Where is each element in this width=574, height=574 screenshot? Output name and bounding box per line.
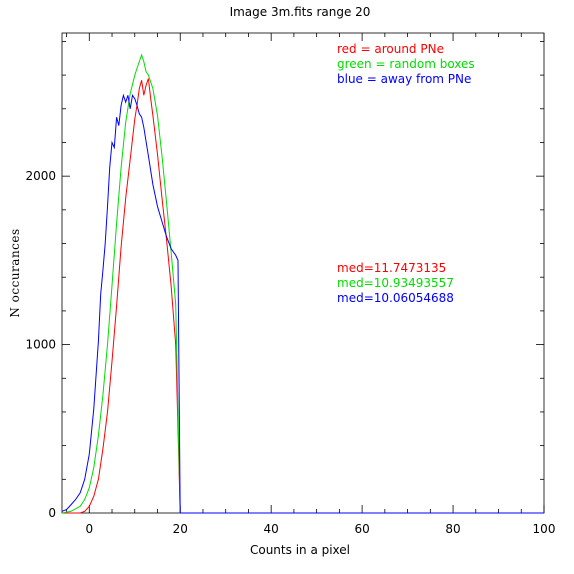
y-axis-label: N occurances [8,228,22,317]
plot-frame [61,32,545,514]
series-line-1 [62,78,544,514]
y-tick-label: 2000 [25,169,56,183]
median-annotation: med=11.7473135 [337,261,446,275]
series-line-3 [61,93,544,514]
x-tick-label: 60 [354,522,369,536]
x-tick-label: 100 [533,522,556,536]
chart-title: Image 3m.fits range 20 [230,5,371,19]
x-tick-label: 20 [173,522,188,536]
x-tick-label: 80 [445,522,460,536]
x-tick-label: 40 [264,522,279,536]
y-tick-label: 1000 [25,338,56,352]
series-group [61,53,544,514]
y-tick-label: 0 [48,506,56,520]
x-axis-label: Counts in a pixel [250,543,350,557]
series-line-2 [61,53,544,514]
legend-entry: blue = away from PNe [337,72,471,86]
x-tick-label: 0 [85,522,93,536]
median-annotation: med=10.93493557 [337,276,454,290]
legend-entry: red = around PNe [337,42,444,56]
median-annotations: med=11.7473135med=10.93493557med=10.0605… [337,261,454,305]
median-annotation: med=10.06054688 [337,291,454,305]
legend-entry: green = random boxes [337,57,475,71]
